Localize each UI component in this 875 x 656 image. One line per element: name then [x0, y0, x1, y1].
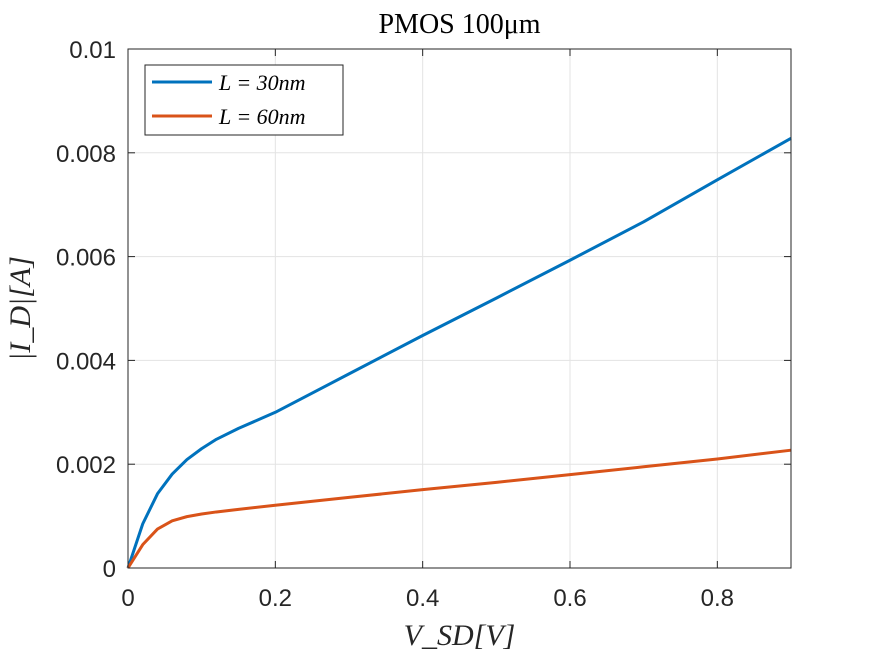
ticks: [127, 48, 791, 569]
x-tick-label: 0: [121, 585, 134, 612]
axes-box: [127, 48, 792, 569]
y-tick-label: 0.008: [56, 141, 116, 168]
x-tick-label: 0.8: [701, 585, 734, 612]
y-tick-label: 0.002: [56, 452, 116, 479]
x-tick-label: 0.6: [553, 585, 586, 612]
x-tick-label: 0.2: [259, 585, 292, 612]
chart-title: PMOS 100μm: [378, 9, 540, 40]
y-tick-label: 0: [103, 556, 116, 583]
grid: [128, 49, 791, 568]
legend-box: [144, 64, 344, 136]
legend-label-l60: L = 60nm: [218, 104, 306, 129]
x-tick-label: 0.4: [406, 585, 439, 612]
y-tick-label: 0.004: [56, 348, 116, 375]
series-lines: [126, 136, 792, 569]
y-tick-label: 0.01: [69, 37, 116, 64]
series-line-l60: [126, 448, 792, 569]
series-line-l30: [126, 136, 792, 569]
tick-labels: 0 0.2 0.4 0.6 0.8 0 0.002 0.004 0.006 0.008 0.01: [56, 37, 734, 612]
x-axis-label: V_SD[V]: [404, 619, 516, 652]
legend-label-l30: L = 30nm: [218, 70, 306, 95]
y-tick-label: 0.006: [56, 245, 116, 272]
y-axis-label: |I_D|[A]: [4, 256, 37, 361]
legend: L = 30nm L = 60nm: [144, 64, 344, 136]
